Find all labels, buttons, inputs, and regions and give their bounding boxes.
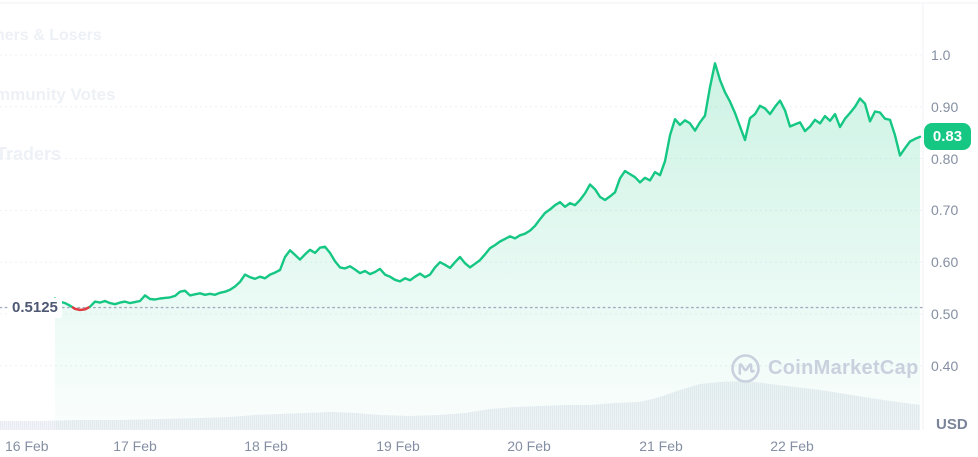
- x-axis-label: 21 Feb: [639, 438, 683, 454]
- x-axis-label: 22 Feb: [770, 438, 814, 454]
- x-axis-label: 20 Feb: [507, 438, 551, 454]
- background-section-heading: mmunity Votes: [0, 85, 116, 104]
- price-line: [53, 62, 922, 312]
- y-axis-label: 0.70: [931, 202, 959, 219]
- y-axis-label: 0.60: [931, 254, 959, 271]
- area-fill: [55, 63, 920, 431]
- coinmarketcap-watermark-text: CoinMarketCap: [768, 357, 919, 379]
- y-axis-label: 0.40: [931, 357, 959, 374]
- y-axis-label: 1.0: [931, 47, 951, 63]
- x-axis-label: 19 Feb: [376, 438, 420, 454]
- x-axis-label: 17 Feb: [113, 438, 157, 454]
- y-axis-label: 0.50: [931, 306, 959, 322]
- coinmarketcap-watermark: CoinMarketCap: [730, 353, 919, 384]
- coinmarketcap-logo-icon: [731, 354, 760, 383]
- y-axis-unit-label: USD: [936, 416, 968, 433]
- y-axis-label: 0.90: [931, 98, 959, 115]
- x-axis-label: 18 Feb: [244, 438, 288, 454]
- y-axis-label: 0.80: [931, 150, 959, 167]
- background-section-heading: ners & Losers: [0, 27, 102, 44]
- x-axis-label: 16 Feb: [5, 438, 49, 454]
- baseline-price-label: 0.5125: [8, 297, 62, 318]
- price-line-down-segment: [71, 306, 90, 312]
- current-price-badge: 0.83: [924, 122, 971, 150]
